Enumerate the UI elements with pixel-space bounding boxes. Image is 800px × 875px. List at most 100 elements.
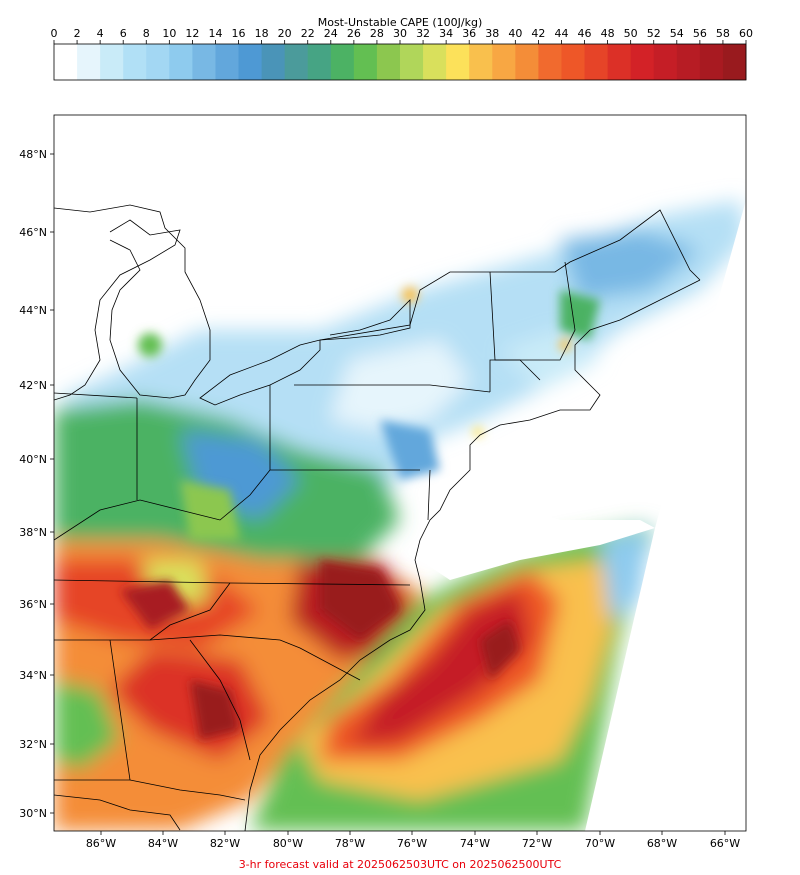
ga-sc-border [189,639,251,761]
lat-tick-label: 44°N [19,304,47,317]
colorbar-cell [423,44,447,80]
colorbar-cell [653,44,678,80]
lon-tick-label: 76°W [397,837,427,850]
colorbar-tick-label: 36 [462,27,476,40]
ny-pa-border [294,384,491,393]
colorbar-cell [77,44,101,80]
colorbar-tick-label: 52 [647,27,661,40]
colorbar-cell [630,44,655,80]
de-border [427,469,431,521]
colorbar-tick-label: 10 [162,27,176,40]
vt-nh-border [489,261,576,361]
colorbar-tick-label: 14 [208,27,222,40]
lat-tick-label: 40°N [19,453,47,466]
cape-field [54,200,746,831]
lat-tick-label: 46°N [19,226,47,239]
lake-ontario [319,299,411,341]
colorbar-tick-label: 22 [301,27,315,40]
forecast-valid-caption: 3-hr forecast valid at 2025062503UTC on … [238,858,562,871]
lon-tick-label: 86°W [86,837,116,850]
colorbar-cell [54,44,78,80]
colorbar-tick-label: 46 [578,27,592,40]
colorbar-tick-label: 8 [143,27,150,40]
colorbar-ticks: 0 2 4 6 8 10 12 14 16 18 20 22 24 26 28 30 32 34 36 38 40 42 4… [51,27,753,44]
lat-tick-label: 38°N [19,526,47,539]
colorbar-tick-label: 18 [255,27,269,40]
colorbar-tick-label: 60 [739,27,753,40]
colorbar-cells [54,44,747,80]
colorbar-cell [353,44,378,80]
colorbar-tick-label: 4 [97,27,104,40]
ma-ct-border [489,359,541,392]
colorbar-tick-label: 58 [716,27,730,40]
colorbar-tick-label: 32 [416,27,430,40]
colorbar-cell [584,44,608,80]
colorbar-tick-label: 30 [393,27,407,40]
ohio-river [54,469,271,541]
colorbar-tick-label: 16 [232,27,246,40]
colorbar-tick-label: 42 [531,27,545,40]
michigan-shore [54,204,211,399]
colorbar-cell [169,44,193,80]
cape-detail [120,287,600,740]
colorbar-frame [53,43,747,81]
colorbar-cell [284,44,309,80]
lon-tick-label: 80°W [273,837,303,850]
indiana-north [54,392,138,399]
lon-tick-label: 70°W [585,837,615,850]
colorbar-tick-label: 48 [601,27,615,40]
colorbar-cell [699,44,724,80]
lon-tick-label: 68°W [647,837,677,850]
colorbar-tick-label: 24 [324,27,338,40]
lon-tick-label: 84°W [148,837,178,850]
colorbar-cell [400,44,424,80]
lon-tick-label: 82°W [210,837,240,850]
colorbar-tick-label: 20 [278,27,292,40]
colorbar-cell [538,44,562,80]
colorbar-cell [123,44,147,80]
colorbar-cell [261,44,286,80]
fl-border [129,779,246,801]
lat-tick-label: 30°N [19,807,47,820]
lon-tick-label: 74°W [460,837,490,850]
colorbar-tick-label: 2 [74,27,81,40]
colorbar-cell [238,44,262,80]
lat-tick-label: 42°N [19,379,47,392]
colorbar-tick-label: 34 [439,27,453,40]
colorbar-tick-label: 50 [624,27,638,40]
colorbar-cell [469,44,493,80]
colorbar-cell [215,44,239,80]
lon-tick-label: 66°W [710,837,740,850]
lon-tick-label: 78°W [335,837,365,850]
latitude-axis: 48°N 46°N 44°N 42°N 40°N 38°N 36°N 34°N 32°N 30°N [19,148,54,820]
colorbar-cell [492,44,516,80]
gulf-coast [54,794,181,831]
lat-tick-label: 36°N [19,598,47,611]
colorbar-cell [446,44,470,80]
longitude-axis: 86°W 84°W 82°W 80°W 78°W 76°W 74°W 72°W 70°W 68°W… [86,831,740,850]
nc-sc-border [149,634,361,681]
lat-tick-label: 48°N [19,148,47,161]
colorbar-cell [307,44,332,80]
colorbar-cell [330,44,355,80]
lake-michigan-shore [54,219,181,401]
colorbar-tick-label: 0 [51,27,58,40]
colorbar-cell [561,44,585,80]
colorbar-cell [515,44,539,80]
colorbar-cell [607,44,632,80]
colorbar-tick-label: 38 [485,27,499,40]
colorbar-cell [676,44,701,80]
colorbar-tick-label: 28 [370,27,384,40]
atlantic-coastline [244,279,701,831]
boundaries [54,204,701,831]
colorbar-cell [192,44,216,80]
colorbar: 0 2 4 6 8 10 12 14 16 18 20 22 24 26 28 30 32 34 36 38 40 42 4… [51,27,753,81]
map-frame [53,114,747,832]
colorbar-tick-label: 56 [693,27,707,40]
colorbar-tick-label: 44 [554,27,568,40]
canada-border [319,209,701,341]
colorbar-cell [100,44,124,80]
colorbar-cell [722,44,747,80]
lat-tick-label: 32°N [19,738,47,751]
